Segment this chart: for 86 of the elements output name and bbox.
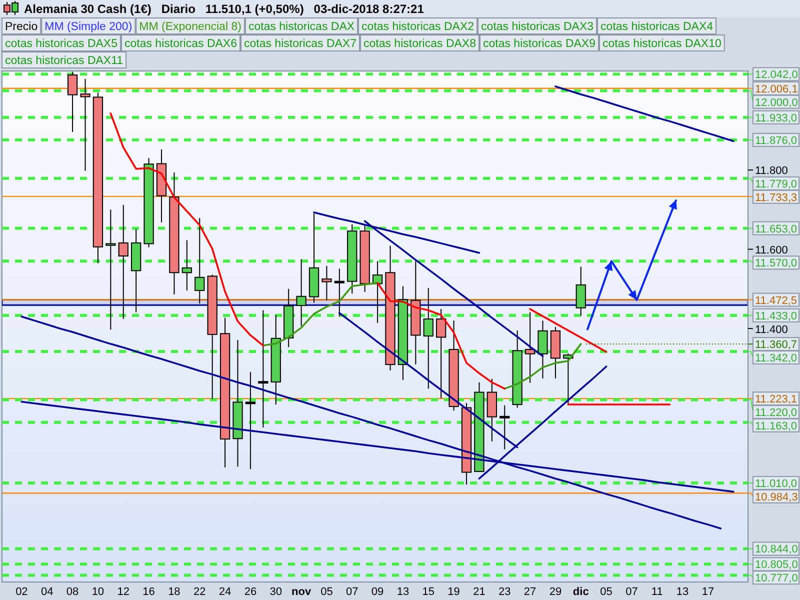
- x-tick-label: 16: [142, 586, 155, 598]
- candlestick: [118, 204, 128, 320]
- x-tick-label: 05: [600, 586, 612, 598]
- candlestick: [334, 268, 344, 318]
- x-tick-label: 04: [40, 586, 54, 598]
- text: cotas historicas DAX9: [483, 38, 596, 50]
- ref-line-label: 11.933,0: [755, 112, 798, 124]
- candlestick: [194, 217, 205, 304]
- candlestick: [436, 308, 446, 399]
- x-tick-label: 29: [549, 586, 562, 598]
- candlestick: [245, 372, 256, 470]
- text: cotas historicas DAX11: [5, 55, 124, 67]
- x-tick-label: 17: [702, 586, 714, 598]
- x-tick-label: dic: [572, 586, 589, 598]
- x-tick-label: 10: [92, 586, 104, 598]
- text: cotas historicas DAX4: [600, 21, 714, 33]
- x-tick-label: 27: [524, 586, 536, 598]
- x-tick-label: 08: [66, 586, 79, 598]
- x-tick-label: nov: [292, 586, 312, 598]
- ref-line-label: 11.653,0: [755, 223, 798, 236]
- x-tick-label: 15: [422, 586, 434, 598]
- ref-line-label: 11.733,3: [755, 192, 798, 204]
- x-tick-label: 11: [651, 586, 663, 598]
- ref-line-label: 10.984,3: [755, 491, 798, 504]
- ref-line-label: 11.779,0: [755, 178, 798, 190]
- x-tick-label: 12: [117, 586, 130, 598]
- x-tick-label: 19: [448, 586, 460, 598]
- legend-label: MM (Simple 200): [44, 21, 132, 33]
- candlestick: [576, 266, 586, 316]
- candlestick: [106, 209, 116, 330]
- ref-line-label: 11.223,1: [755, 394, 798, 406]
- x-tick-label: 30: [270, 586, 282, 598]
- candlestick: [524, 312, 536, 384]
- candlestick: [322, 265, 332, 301]
- annotation: 11.360,7: [755, 339, 798, 352]
- x-tick-label: 07: [626, 586, 638, 598]
- text: cotas historicas DAX5: [5, 38, 118, 50]
- text: MM (Exponencial 8): [139, 21, 242, 33]
- y-tick-label: 11.400: [755, 324, 788, 336]
- ref-line-label: 10.777,0: [755, 572, 798, 585]
- candlestick: [182, 240, 192, 291]
- chart-title: Alemania 30 Cash (1€) Diario 11.510,1 (+0,50%) 03-dic-2018 8:27:21: [24, 2, 424, 16]
- ref-line-label: 11.163,0: [755, 420, 798, 432]
- candlestick: [67, 71, 78, 133]
- text: cotas historicas DAX7: [244, 38, 356, 50]
- ref-line-label: 10.805,0: [755, 559, 798, 572]
- x-tick-label: 13: [676, 586, 689, 598]
- x-tick-label: 18: [168, 586, 180, 598]
- ref-line-label: 10.844,0: [755, 544, 798, 556]
- ref-line-label: 11.876,0: [755, 134, 798, 147]
- candlestick: [258, 310, 268, 428]
- x-tick-label: 02: [16, 586, 28, 598]
- x-tick-label: 07: [346, 586, 358, 598]
- x-tick-label: 26: [244, 586, 257, 598]
- x-tick-label: 05: [320, 586, 333, 598]
- x-tick-label: 13: [396, 586, 410, 598]
- y-tick-label: 11.600: [755, 244, 788, 256]
- candlestick: [500, 404, 510, 450]
- ref-line-label: 11.570,0: [755, 258, 798, 270]
- text: cotas historicas DAX10: [602, 38, 722, 50]
- x-tick-label: 22: [193, 586, 206, 598]
- y-tick-label: 11.800: [755, 165, 788, 178]
- ref-line-label: 11.010,0: [755, 478, 798, 490]
- legend-label: Precio: [5, 21, 38, 33]
- ref-line-label: 12.006,1: [755, 83, 798, 96]
- ref-line-label: 12.000,0: [755, 96, 798, 109]
- candlestick: [80, 78, 90, 172]
- x-tick-label: 23: [498, 586, 511, 598]
- text: cotas historicas DAX8: [364, 38, 476, 50]
- candlestick: [296, 258, 306, 327]
- x-tick-label: 21: [473, 586, 486, 598]
- ref-line-label: 11.472,5: [755, 294, 798, 307]
- text: cotas historicas DAX6: [124, 38, 237, 50]
- candlestick: [538, 320, 548, 379]
- ref-line-label: 11.220,0: [755, 406, 798, 419]
- candlestick: [423, 288, 434, 390]
- x-tick-label: 09: [371, 586, 384, 598]
- x-tick-label: 24: [218, 586, 232, 598]
- line-series: [529, 308, 608, 353]
- text: cotas historicas DAX: [248, 21, 355, 33]
- text: cotas historicas DAX2: [362, 21, 474, 33]
- line-series: [554, 86, 734, 142]
- ref-line-label: 11.342,0: [755, 352, 798, 364]
- ref-line-label: 12.042,0: [755, 69, 798, 82]
- text: cotas historicas DAX3: [481, 21, 594, 33]
- ref-line-label: 11.433,0: [755, 310, 798, 322]
